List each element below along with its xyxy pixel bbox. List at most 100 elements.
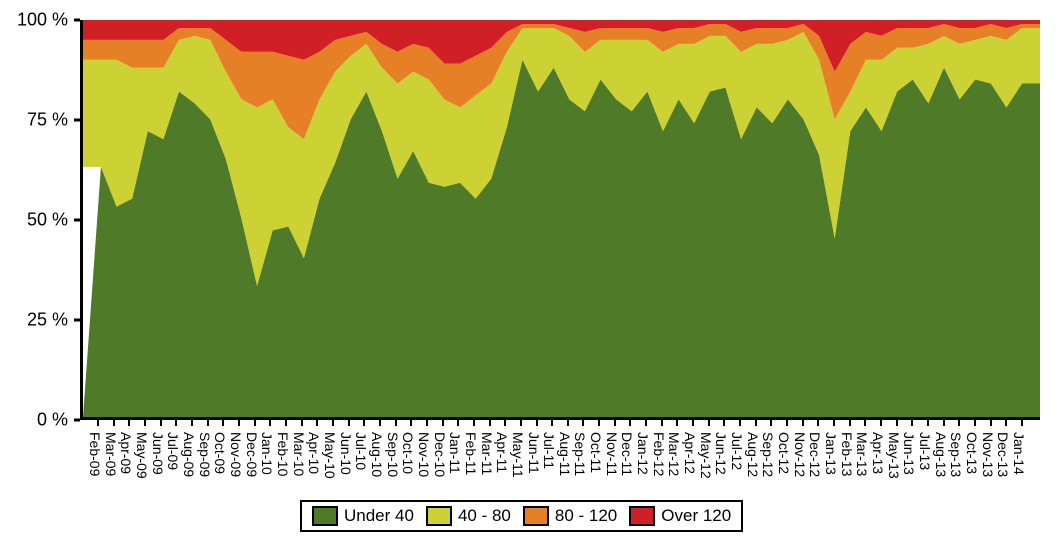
x-tick-label: Jan-11 — [447, 432, 463, 474]
x-tick-mark — [833, 420, 835, 426]
x-tick-label: Jan-14 — [1011, 432, 1027, 475]
x-tick-mark — [1005, 420, 1007, 426]
x-tick-mark — [911, 420, 913, 426]
x-tick-label: May-13 — [886, 432, 902, 479]
x-tick-label: Jan-10 — [259, 432, 275, 475]
x-tick-mark — [723, 420, 725, 426]
x-tick-label: Apr-09 — [118, 432, 134, 474]
x-tick-mark — [97, 420, 99, 426]
x-tick-label: Dec-10 — [432, 432, 448, 477]
x-tick-label: Nov-13 — [980, 432, 996, 477]
x-tick-label: Aug-11 — [557, 432, 573, 476]
x-tick-mark — [708, 420, 710, 426]
x-tick-mark — [410, 420, 412, 426]
y-tick-label: 100 % — [0, 10, 68, 31]
x-tick-label: Feb-12 — [651, 432, 667, 476]
x-tick-mark — [379, 420, 381, 426]
x-tick-label: Feb-13 — [839, 432, 855, 476]
x-tick-label: Oct-10 — [400, 432, 416, 474]
y-tick-mark — [74, 319, 80, 322]
x-tick-label: Feb-09 — [87, 432, 103, 476]
x-tick-label: Oct-11 — [588, 432, 604, 473]
legend: Under 40 40 - 80 80 - 120 Over 120 — [300, 500, 743, 532]
x-tick-mark — [770, 420, 772, 426]
x-tick-label: Jun-13 — [901, 432, 917, 475]
x-tick-label: Nov-12 — [792, 432, 808, 477]
x-tick-label: Jan-13 — [823, 432, 839, 475]
x-tick-mark — [269, 420, 271, 426]
x-tick-mark — [567, 420, 569, 426]
x-tick-mark — [316, 420, 318, 426]
legend-label: Under 40 — [344, 506, 414, 526]
x-tick-mark — [473, 420, 475, 426]
x-tick-label: Sep-13 — [948, 432, 964, 477]
x-tick-label: Jul-13 — [917, 432, 933, 470]
x-tick-mark — [504, 420, 506, 426]
area-layers — [83, 20, 1040, 417]
x-tick-mark — [927, 420, 929, 426]
x-tick-label: Oct-13 — [964, 432, 980, 474]
plot-area — [80, 20, 1040, 420]
x-tick-mark — [629, 420, 631, 426]
x-tick-label: Sep-11 — [572, 432, 588, 476]
x-tick-mark — [285, 420, 287, 426]
legend-swatch — [523, 506, 549, 526]
x-tick-mark — [551, 420, 553, 426]
x-tick-mark — [128, 420, 130, 426]
x-tick-label: Mar-12 — [666, 432, 682, 476]
x-tick-mark — [958, 420, 960, 426]
x-tick-label: Aug-12 — [745, 432, 761, 477]
x-tick-label: Mar-11 — [479, 432, 495, 475]
x-tick-mark — [755, 420, 757, 426]
x-tick-label: May-10 — [322, 432, 338, 479]
x-tick-mark — [363, 420, 365, 426]
x-tick-mark — [661, 420, 663, 426]
x-tick-mark — [222, 420, 224, 426]
x-tick-mark — [598, 420, 600, 426]
x-tick-mark — [395, 420, 397, 426]
x-tick-mark — [160, 420, 162, 426]
x-tick-label: Aug-13 — [933, 432, 949, 477]
x-tick-mark — [974, 420, 976, 426]
x-tick-label: Jul-10 — [353, 432, 369, 470]
x-tick-label: Jun-12 — [713, 432, 729, 475]
x-tick-label: Jan-12 — [635, 432, 651, 475]
x-tick-label: Dec-11 — [619, 432, 635, 476]
x-tick-label: Aug-09 — [181, 432, 197, 477]
x-tick-mark — [786, 420, 788, 426]
legend-item-under-40: Under 40 — [312, 506, 414, 526]
x-tick-label: Jun-10 — [338, 432, 354, 475]
x-tick-label: Sep-10 — [385, 432, 401, 477]
y-tick-label: 50 % — [0, 210, 68, 231]
x-tick-label: Apr-11 — [494, 432, 510, 473]
x-tick-mark — [1021, 420, 1023, 426]
x-tick-mark — [864, 420, 866, 426]
x-tick-mark — [254, 420, 256, 426]
x-tick-mark — [692, 420, 694, 426]
x-tick-label: Jun-09 — [150, 432, 166, 475]
x-tick-label: Nov-09 — [228, 432, 244, 477]
y-tick-mark — [74, 419, 80, 422]
x-tick-label: May-12 — [698, 432, 714, 479]
x-tick-label: Apr-13 — [870, 432, 886, 474]
x-tick-mark — [113, 420, 115, 426]
x-tick-label: Mar-13 — [854, 432, 870, 476]
x-tick-mark — [739, 420, 741, 426]
y-tick-label: 75 % — [0, 110, 68, 131]
x-tick-label: Sep-12 — [760, 432, 776, 477]
x-tick-mark — [426, 420, 428, 426]
x-tick-mark — [880, 420, 882, 426]
x-tick-mark — [802, 420, 804, 426]
x-tick-label: Oct-09 — [212, 432, 228, 474]
y-tick-mark — [74, 19, 80, 22]
x-tick-mark — [144, 420, 146, 426]
x-tick-label: Dec-09 — [244, 432, 260, 477]
x-tick-label: Jul-09 — [165, 432, 181, 470]
x-tick-label: Feb-10 — [275, 432, 291, 476]
x-tick-label: Oct-12 — [776, 432, 792, 474]
x-tick-mark — [442, 420, 444, 426]
x-tick-label: Apr-10 — [306, 432, 322, 474]
x-tick-mark — [582, 420, 584, 426]
x-tick-label: Mar-10 — [291, 432, 307, 476]
x-tick-mark — [348, 420, 350, 426]
